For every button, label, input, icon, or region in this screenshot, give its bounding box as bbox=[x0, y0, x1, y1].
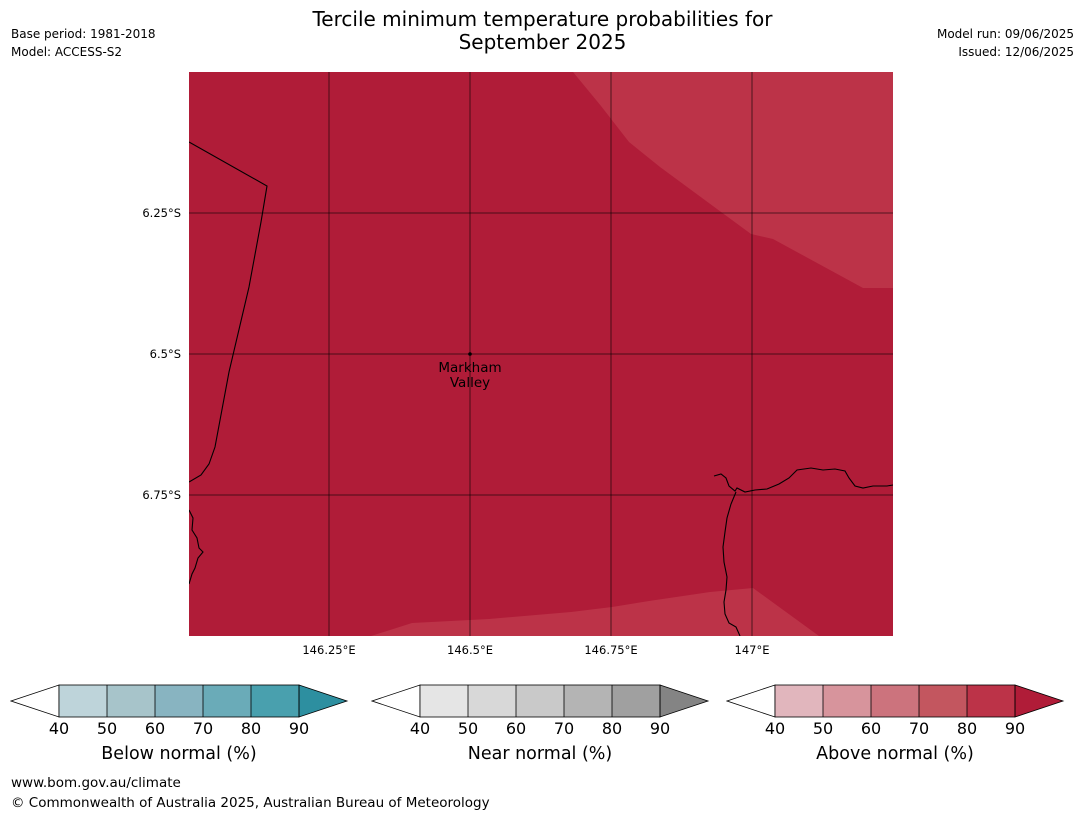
place-label: Markham Valley bbox=[438, 361, 501, 391]
colorbar-near bbox=[371, 684, 710, 718]
footer-url: www.bom.gov.au/climate bbox=[11, 775, 181, 791]
model-name: Model: ACCESS-S2 bbox=[11, 45, 123, 59]
above-tick-90: 90 bbox=[1004, 719, 1026, 738]
footer-copyright: © Commonwealth of Australia 2025, Austra… bbox=[11, 795, 490, 811]
coastline-river bbox=[722, 491, 741, 636]
near-tick-70: 70 bbox=[553, 719, 575, 738]
near-tick-90: 90 bbox=[649, 719, 671, 738]
coastline-west bbox=[189, 509, 204, 585]
near-normal-label: Near normal (%) bbox=[467, 744, 613, 764]
colorbar-above bbox=[726, 684, 1065, 718]
near-tick-80: 80 bbox=[601, 719, 623, 738]
below-tick-90: 90 bbox=[288, 719, 310, 738]
below-normal-label: Below normal (%) bbox=[101, 744, 257, 764]
below-tick-80: 80 bbox=[240, 719, 262, 738]
boundaries bbox=[189, 141, 893, 636]
near-tick-60: 60 bbox=[505, 719, 527, 738]
below-tick-60: 60 bbox=[144, 719, 166, 738]
below-tick-50: 50 bbox=[96, 719, 118, 738]
issued-date: Issued: 12/06/2025 bbox=[958, 45, 1074, 59]
above-tick-70: 70 bbox=[908, 719, 930, 738]
base-period: Base period: 1981-2018 bbox=[11, 27, 156, 41]
lat-label-6-75: 6.75°S bbox=[142, 488, 181, 502]
below-tick-40: 40 bbox=[48, 719, 70, 738]
above-normal-label: Above normal (%) bbox=[816, 744, 974, 764]
above-tick-40: 40 bbox=[764, 719, 786, 738]
model-run: Model run: 09/06/2025 bbox=[936, 27, 1074, 41]
probability-band-bottom bbox=[371, 588, 819, 636]
above-tick-60: 60 bbox=[860, 719, 882, 738]
lat-label-6-5: 6.5°S bbox=[149, 347, 181, 361]
near-tick-50: 50 bbox=[457, 719, 479, 738]
below-tick-70: 70 bbox=[192, 719, 214, 738]
place-marker bbox=[468, 352, 472, 356]
near-tick-40: 40 bbox=[409, 719, 431, 738]
lon-label-146-25: 146.25°E bbox=[302, 643, 356, 657]
meta-right: Model run: 09/06/2025 Issued: 12/06/2025 bbox=[937, 25, 1074, 61]
title-line-1: Tercile minimum temperature probabilitie… bbox=[312, 7, 773, 31]
title-line-2: September 2025 bbox=[458, 30, 627, 54]
place-label-line2: Valley bbox=[449, 375, 491, 391]
lon-label-147: 147°E bbox=[734, 643, 770, 657]
probability-band-top-right bbox=[573, 72, 893, 288]
above-tick-50: 50 bbox=[812, 719, 834, 738]
chart-title: Tercile minimum temperature probabilitie… bbox=[0, 8, 1085, 54]
graticule bbox=[189, 72, 893, 636]
map-panel bbox=[189, 72, 893, 636]
meta-left: Base period: 1981-2018 Model: ACCESS-S2 bbox=[11, 25, 156, 61]
lat-label-6-25: 6.25°S bbox=[142, 206, 181, 220]
lon-label-146-75: 146.75°E bbox=[584, 643, 638, 657]
coastline-gulf bbox=[713, 467, 893, 493]
lon-label-146-5: 146.5°E bbox=[447, 643, 493, 657]
above-tick-80: 80 bbox=[956, 719, 978, 738]
colorbar-below bbox=[10, 684, 349, 718]
district-boundary bbox=[189, 141, 268, 483]
place-label-line1: Markham bbox=[438, 360, 502, 376]
